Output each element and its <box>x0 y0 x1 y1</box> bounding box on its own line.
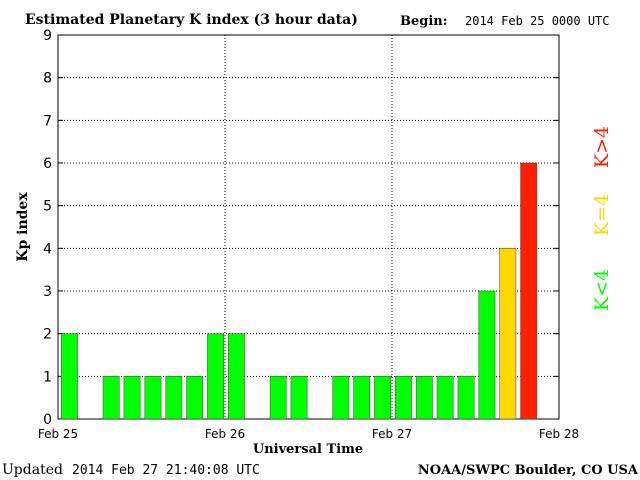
x-axis-ticks: Feb 25 Feb 26 Feb 27 Feb 28 <box>38 427 579 441</box>
legend-low: K<4 <box>591 269 613 311</box>
y-tick-label: 3 <box>43 284 52 300</box>
x-tick-label: Feb 27 <box>372 427 412 441</box>
kp-bar <box>228 333 245 420</box>
legend-high: K>4 <box>591 126 613 168</box>
plot-area <box>57 34 560 420</box>
y-tick-label: 7 <box>43 113 52 129</box>
x-axis-label: Universal Time <box>253 442 363 457</box>
kp-bar <box>353 376 371 420</box>
kp-bar <box>499 248 517 420</box>
kp-bar <box>395 376 412 420</box>
y-tick-label: 8 <box>43 71 52 87</box>
kp-bar <box>186 376 204 420</box>
y-tick-label: 1 <box>43 369 52 385</box>
y-axis-label: Kp index <box>15 192 31 262</box>
x-tick-label: Feb 25 <box>38 427 78 441</box>
kp-bar <box>478 290 496 420</box>
kp-bar <box>374 376 391 420</box>
updated-label: Updated <box>2 462 63 478</box>
y-axis-ticks: 0 1 2 3 4 5 6 7 8 9 <box>43 28 559 428</box>
legend-mid: K=4 <box>591 194 613 236</box>
kp-bar <box>269 376 287 420</box>
y-tick-label: 4 <box>43 241 52 257</box>
x-tick-label: Feb 26 <box>205 427 245 441</box>
kp-bar <box>520 162 538 420</box>
kp-bar <box>123 376 141 420</box>
kp-bars <box>61 162 538 420</box>
kp-bar <box>61 333 78 420</box>
kp-bar <box>457 376 475 420</box>
kp-bar <box>415 376 433 420</box>
kp-bar <box>102 376 120 420</box>
source-credit: NOAA/SWPC Boulder, CO USA <box>418 463 639 478</box>
begin-label: Begin: <box>400 14 448 29</box>
y-tick-label: 5 <box>43 199 52 215</box>
y-tick-label: 0 <box>43 412 52 428</box>
y-tick-label: 2 <box>43 327 52 343</box>
kp-bar <box>207 333 224 420</box>
y-tick-label: 6 <box>43 156 52 172</box>
chart-title: Estimated Planetary K index (3 hour data… <box>25 12 358 28</box>
kp-bar <box>332 376 350 420</box>
kp-bar <box>290 376 308 420</box>
kp-bar <box>144 376 162 420</box>
kp-bar <box>165 376 183 420</box>
kp-bar <box>436 376 454 420</box>
begin-value: 2014 Feb 25 0000 UTC <box>465 14 610 28</box>
x-tick-label: Feb 28 <box>539 427 579 441</box>
grid-lines <box>58 34 559 419</box>
y-tick-label: 9 <box>43 28 52 44</box>
updated-value: 2014 Feb 27 21:40:08 UTC <box>72 463 260 478</box>
